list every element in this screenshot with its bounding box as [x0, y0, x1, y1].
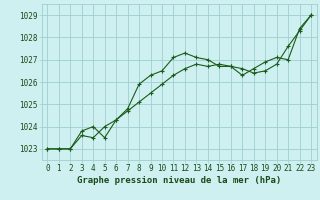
X-axis label: Graphe pression niveau de la mer (hPa): Graphe pression niveau de la mer (hPa): [77, 176, 281, 185]
